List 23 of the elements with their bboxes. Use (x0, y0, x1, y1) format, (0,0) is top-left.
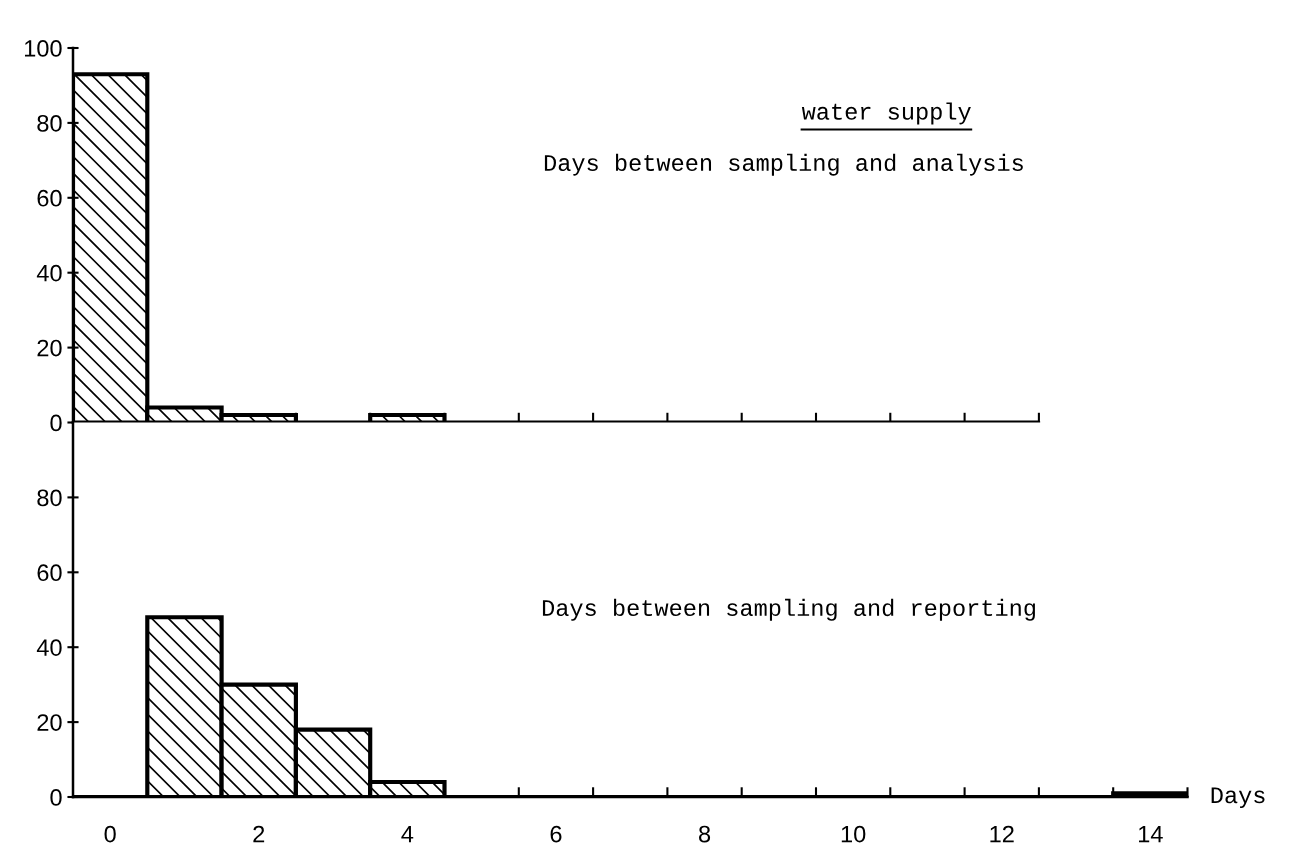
y-tick-label: 80 (37, 489, 62, 507)
text: water supply (801, 102, 971, 125)
annotation: Days between sampling and reporting (542, 598, 1035, 621)
y-tick-label: 20 (37, 339, 62, 357)
x-tick-label: 10 (841, 825, 866, 843)
x-tick-label: 0 (104, 825, 116, 843)
text: Days between sampling and analysis (544, 153, 1023, 176)
y-tick-label: 100 (24, 40, 62, 57)
x-tick-label: 2 (253, 825, 265, 843)
x-tick-label: 8 (699, 825, 711, 843)
y-tick-label: 40 (36, 639, 62, 656)
x-axis-title: Days (1211, 787, 1265, 809)
y-tick-label: 60 (37, 189, 62, 207)
x-tick-label: 14 (1139, 825, 1163, 843)
y-tick-label: 0 (50, 789, 62, 806)
y-tick-label: 40 (36, 264, 62, 282)
x-tick-label: 4 (401, 825, 414, 843)
y-tick-label: 0 (50, 414, 62, 432)
y-tick-label: 80 (37, 114, 62, 132)
x-tick-label: 12 (990, 825, 1014, 843)
y-tick-label: 60 (37, 564, 62, 582)
x-tick-label: 6 (550, 825, 562, 843)
y-tick-label: 20 (37, 714, 62, 731)
